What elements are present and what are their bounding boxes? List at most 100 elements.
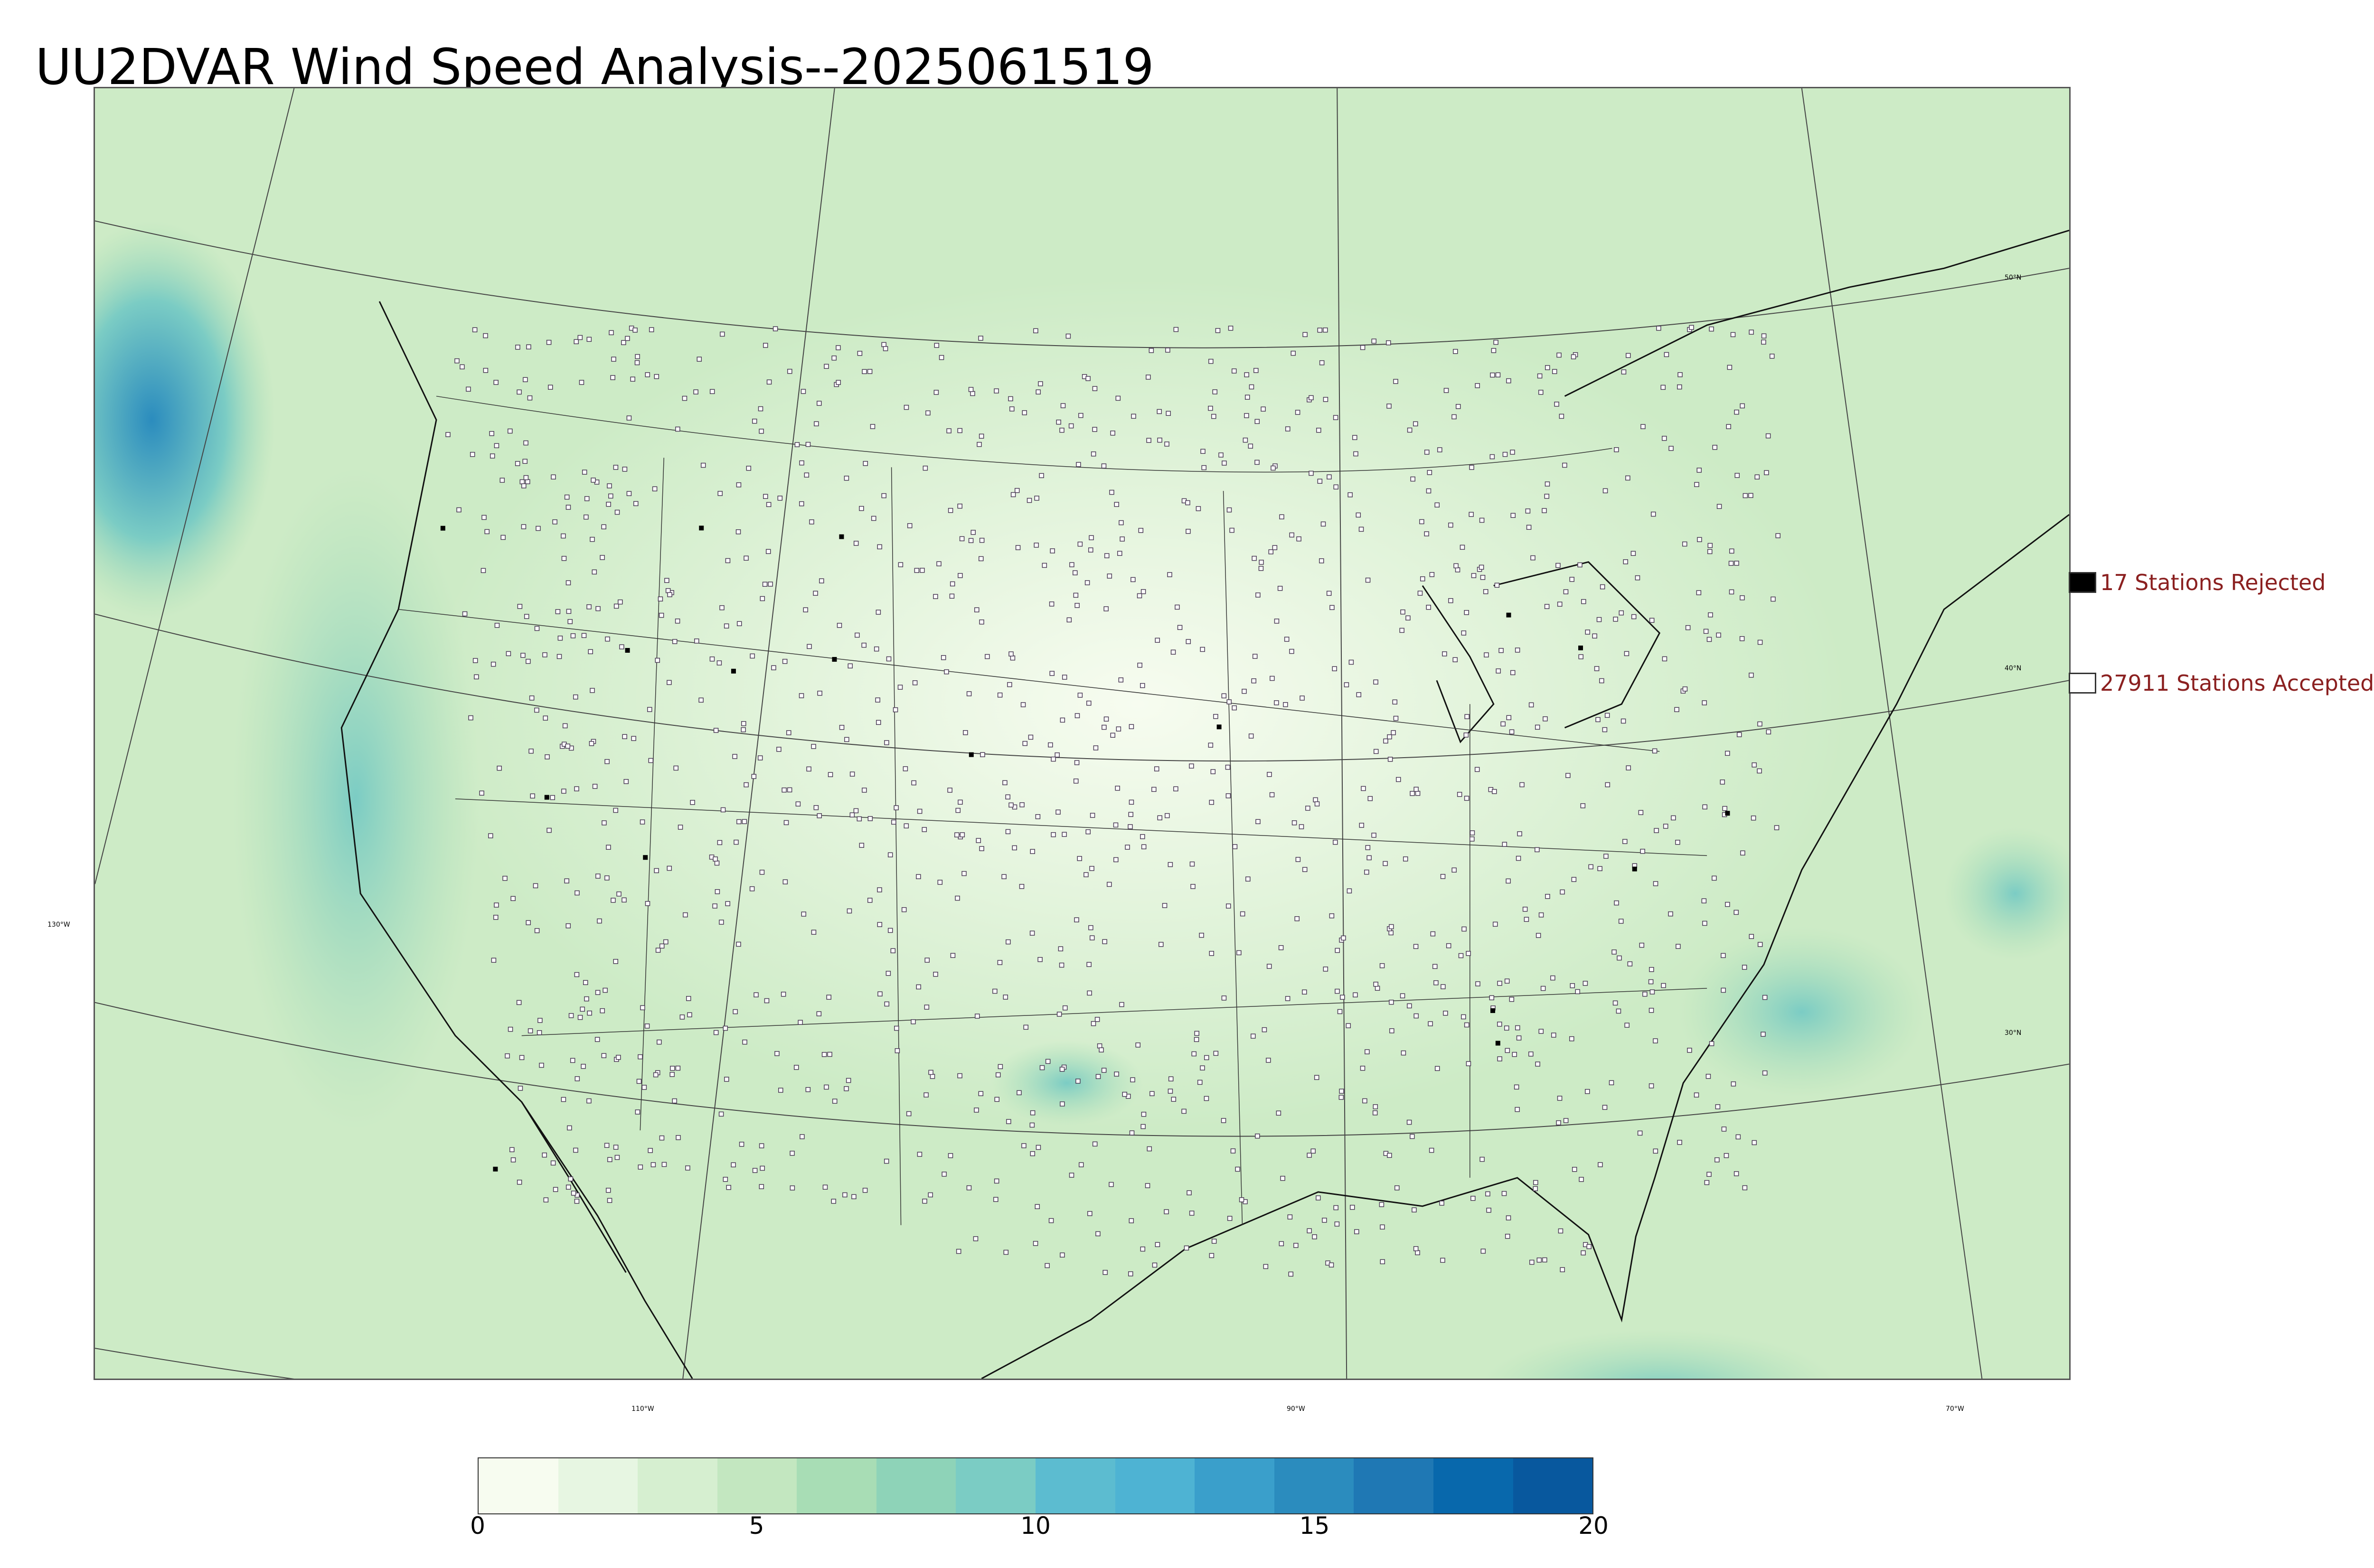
station-accepted-marker <box>678 825 683 830</box>
station-accepted-marker <box>1005 794 1010 799</box>
station-accepted-marker <box>1360 1065 1366 1071</box>
station-accepted-marker <box>1552 369 1557 374</box>
station-accepted-marker <box>1660 385 1666 390</box>
station-accepted-marker <box>1662 656 1667 662</box>
station-accepted-marker <box>697 357 702 362</box>
station-accepted-marker <box>566 609 572 614</box>
station-accepted-marker <box>939 355 944 360</box>
station-accepted-marker <box>977 441 982 447</box>
station-accepted-marker <box>1008 396 1013 402</box>
station-accepted-marker <box>607 1198 612 1203</box>
station-accepted-marker <box>1073 592 1079 598</box>
station-accepted-marker <box>1761 333 1767 338</box>
station-accepted-marker <box>1580 803 1586 808</box>
station-accepted-marker <box>1614 447 1619 452</box>
station-accepted-marker <box>1261 406 1266 412</box>
station-accepted-marker <box>817 401 822 406</box>
station-accepted-marker <box>575 890 580 896</box>
station-accepted-marker <box>1721 953 1726 958</box>
station-accepted-marker <box>1245 394 1250 400</box>
station-accepted-marker <box>1630 551 1636 556</box>
station-accepted-marker <box>1300 695 1305 701</box>
station-accepted-marker <box>1419 519 1424 525</box>
station-accepted-marker <box>955 895 960 901</box>
station-accepted-marker <box>582 469 587 475</box>
station-accepted-marker <box>891 819 896 825</box>
station-accepted-marker <box>1556 1120 1561 1126</box>
station-accepted-marker <box>682 395 688 401</box>
station-accepted-marker <box>781 992 786 997</box>
colorbar-tick-label: 20 <box>1578 1512 1609 1540</box>
station-accepted-marker <box>595 606 601 611</box>
station-accepted-marker <box>552 519 557 525</box>
station-accepted-marker <box>1243 437 1248 443</box>
station-accepted-marker <box>1640 848 1645 854</box>
station-accepted-marker <box>1697 537 1702 542</box>
wind-speed-map[interactable] <box>94 87 2071 1380</box>
station-accepted-marker <box>1104 553 1110 558</box>
station-accepted-marker <box>863 461 868 466</box>
station-accepted-marker <box>760 596 765 601</box>
station-rejected-marker <box>625 648 630 653</box>
filled-square-marker-icon <box>2069 572 2096 593</box>
station-accepted-marker <box>884 1001 890 1007</box>
station-accepted-marker <box>488 833 493 838</box>
station-accepted-marker <box>1109 489 1114 495</box>
station-accepted-marker <box>765 549 771 554</box>
station-accepted-marker <box>1545 894 1550 899</box>
station-accepted-marker <box>581 633 587 638</box>
station-rejected-marker <box>1725 811 1730 816</box>
station-accepted-marker <box>1451 867 1457 873</box>
calm-region <box>426 278 1849 1131</box>
station-accepted-marker <box>946 428 951 433</box>
station-accepted-marker <box>1512 1052 1517 1057</box>
station-accepted-marker <box>1086 962 1092 967</box>
station-accepted-marker <box>555 609 561 614</box>
station-accepted-marker <box>669 1072 675 1077</box>
station-accepted-marker <box>1613 617 1618 622</box>
station-accepted-marker <box>1107 573 1112 579</box>
station-accepted-marker <box>534 626 540 631</box>
station-accepted-marker <box>1232 705 1237 711</box>
station-accepted-marker <box>782 787 787 793</box>
station-accepted-marker <box>663 939 669 945</box>
station-accepted-marker <box>1295 410 1300 415</box>
station-accepted-marker <box>534 928 540 933</box>
station-accepted-marker <box>606 1188 611 1193</box>
station-accepted-marker <box>1597 866 1602 872</box>
station-accepted-marker <box>1305 806 1310 811</box>
legend-rejected: 17 Stations Rejected <box>2069 570 2326 595</box>
station-accepted-marker <box>930 1074 935 1079</box>
station-accepted-marker <box>1550 975 1555 981</box>
station-accepted-marker <box>1648 979 1654 985</box>
station-accepted-marker <box>749 886 755 892</box>
station-accepted-marker <box>1709 326 1714 332</box>
station-accepted-marker <box>1314 801 1320 807</box>
station-accepted-marker <box>621 340 626 345</box>
station-accepted-marker <box>1120 536 1125 542</box>
station-accepted-marker <box>568 1013 574 1018</box>
station-accepted-marker <box>1129 799 1134 805</box>
station-accepted-marker <box>1209 1253 1215 1258</box>
station-accepted-marker <box>1689 325 1694 330</box>
station-accepted-marker <box>565 923 571 929</box>
station-accepted-marker <box>1035 814 1041 819</box>
station-accepted-marker <box>518 1086 523 1091</box>
station-accepted-marker <box>973 1236 979 1241</box>
station-accepted-marker <box>1085 829 1091 835</box>
station-accepted-marker <box>736 482 742 488</box>
station-accepted-marker <box>1291 820 1297 826</box>
station-accepted-marker <box>1740 403 1745 409</box>
station-accepted-marker <box>826 995 831 1000</box>
station-accepted-marker <box>1270 676 1275 681</box>
station-accepted-marker <box>904 404 909 410</box>
station-accepted-marker <box>1271 465 1276 471</box>
station-accepted-marker <box>844 476 849 481</box>
station-accepted-marker <box>766 379 772 385</box>
station-accepted-marker <box>1289 648 1294 654</box>
station-accepted-marker <box>1764 470 1769 475</box>
station-accepted-marker <box>641 1085 647 1090</box>
station-accepted-marker <box>1386 404 1392 409</box>
station-accepted-marker <box>526 920 531 925</box>
station-accepted-marker <box>817 813 822 818</box>
